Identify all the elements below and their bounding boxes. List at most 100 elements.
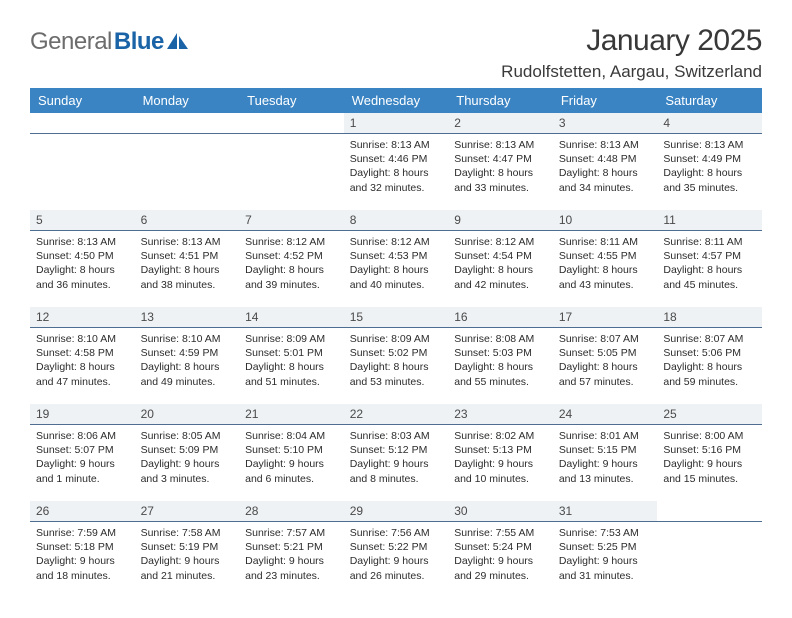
day-info-cell: Sunrise: 8:09 AMSunset: 5:02 PMDaylight:… <box>344 328 449 405</box>
sunrise-line: Sunrise: 8:07 AM <box>559 332 652 346</box>
daylight-line-1: Daylight: 8 hours <box>454 360 547 374</box>
day-info-cell: Sunrise: 8:13 AMSunset: 4:51 PMDaylight:… <box>135 231 240 308</box>
daylight-line-1: Daylight: 9 hours <box>663 457 756 471</box>
day-number-cell: 12 <box>30 307 135 328</box>
sunset-line: Sunset: 5:12 PM <box>350 443 443 457</box>
sunset-line: Sunset: 4:59 PM <box>141 346 234 360</box>
brand-part2: Blue <box>114 28 164 56</box>
daylight-line-2: and 1 minute. <box>36 472 129 486</box>
day-number-cell: 6 <box>135 210 240 231</box>
daylight-line-2: and 43 minutes. <box>559 278 652 292</box>
sunrise-line: Sunrise: 7:58 AM <box>141 526 234 540</box>
day-number-cell: 4 <box>657 113 762 134</box>
day-info-cell: Sunrise: 8:13 AMSunset: 4:46 PMDaylight:… <box>344 134 449 211</box>
daylight-line-2: and 23 minutes. <box>245 569 338 583</box>
sunrise-line: Sunrise: 8:10 AM <box>141 332 234 346</box>
day-info-cell: Sunrise: 8:12 AMSunset: 4:54 PMDaylight:… <box>448 231 553 308</box>
title-block: January 2025 Rudolfstetten, Aargau, Swit… <box>501 24 762 82</box>
day-info-cell: Sunrise: 8:00 AMSunset: 5:16 PMDaylight:… <box>657 425 762 502</box>
daylight-line-2: and 33 minutes. <box>454 181 547 195</box>
daylight-line-2: and 26 minutes. <box>350 569 443 583</box>
day-number-row: 1234 <box>30 113 762 134</box>
daylight-line-1: Daylight: 8 hours <box>141 263 234 277</box>
day-number-cell: 1 <box>344 113 449 134</box>
day-number-cell: 5 <box>30 210 135 231</box>
calendar-table: Sunday Monday Tuesday Wednesday Thursday… <box>30 88 762 598</box>
daylight-line-1: Daylight: 9 hours <box>36 554 129 568</box>
daylight-line-1: Daylight: 9 hours <box>559 554 652 568</box>
sunset-line: Sunset: 5:22 PM <box>350 540 443 554</box>
sunrise-line: Sunrise: 8:12 AM <box>245 235 338 249</box>
daylight-line-2: and 15 minutes. <box>663 472 756 486</box>
daylight-line-2: and 18 minutes. <box>36 569 129 583</box>
sunrise-line: Sunrise: 8:11 AM <box>559 235 652 249</box>
day-info-cell: Sunrise: 8:13 AMSunset: 4:48 PMDaylight:… <box>553 134 658 211</box>
day-info-row: Sunrise: 8:06 AMSunset: 5:07 PMDaylight:… <box>30 425 762 502</box>
sunrise-line: Sunrise: 7:59 AM <box>36 526 129 540</box>
day-number-cell <box>30 113 135 134</box>
title-month: January 2025 <box>501 24 762 58</box>
daylight-line-1: Daylight: 8 hours <box>245 263 338 277</box>
day-info-cell: Sunrise: 8:01 AMSunset: 5:15 PMDaylight:… <box>553 425 658 502</box>
sunset-line: Sunset: 5:15 PM <box>559 443 652 457</box>
sunrise-line: Sunrise: 8:13 AM <box>559 138 652 152</box>
day-number-cell: 13 <box>135 307 240 328</box>
day-number-cell: 11 <box>657 210 762 231</box>
daylight-line-1: Daylight: 9 hours <box>245 554 338 568</box>
sunset-line: Sunset: 5:05 PM <box>559 346 652 360</box>
daylight-line-2: and 3 minutes. <box>141 472 234 486</box>
daylight-line-1: Daylight: 8 hours <box>559 263 652 277</box>
day-number-row: 262728293031 <box>30 501 762 522</box>
sunrise-line: Sunrise: 8:04 AM <box>245 429 338 443</box>
sunrise-line: Sunrise: 7:55 AM <box>454 526 547 540</box>
day-number-cell: 27 <box>135 501 240 522</box>
day-info-cell: Sunrise: 8:03 AMSunset: 5:12 PMDaylight:… <box>344 425 449 502</box>
day-info-cell: Sunrise: 8:10 AMSunset: 4:58 PMDaylight:… <box>30 328 135 405</box>
day-info-cell: Sunrise: 8:08 AMSunset: 5:03 PMDaylight:… <box>448 328 553 405</box>
daylight-line-1: Daylight: 9 hours <box>559 457 652 471</box>
daylight-line-2: and 31 minutes. <box>559 569 652 583</box>
day-info-cell <box>30 134 135 211</box>
weekday-header: Monday <box>135 88 240 113</box>
daylight-line-1: Daylight: 8 hours <box>245 360 338 374</box>
sunset-line: Sunset: 5:09 PM <box>141 443 234 457</box>
day-info-cell: Sunrise: 8:13 AMSunset: 4:49 PMDaylight:… <box>657 134 762 211</box>
daylight-line-1: Daylight: 8 hours <box>559 360 652 374</box>
sunset-line: Sunset: 4:58 PM <box>36 346 129 360</box>
day-number-cell: 8 <box>344 210 449 231</box>
day-info-cell: Sunrise: 8:10 AMSunset: 4:59 PMDaylight:… <box>135 328 240 405</box>
sunset-line: Sunset: 4:51 PM <box>141 249 234 263</box>
sunrise-line: Sunrise: 8:06 AM <box>36 429 129 443</box>
daylight-line-1: Daylight: 8 hours <box>141 360 234 374</box>
sunrise-line: Sunrise: 8:03 AM <box>350 429 443 443</box>
daylight-line-2: and 36 minutes. <box>36 278 129 292</box>
weekday-header: Thursday <box>448 88 553 113</box>
daylight-line-2: and 10 minutes. <box>454 472 547 486</box>
sunset-line: Sunset: 5:13 PM <box>454 443 547 457</box>
day-info-cell: Sunrise: 8:07 AMSunset: 5:06 PMDaylight:… <box>657 328 762 405</box>
daylight-line-2: and 55 minutes. <box>454 375 547 389</box>
day-info-cell: Sunrise: 7:53 AMSunset: 5:25 PMDaylight:… <box>553 522 658 599</box>
sunrise-line: Sunrise: 8:08 AM <box>454 332 547 346</box>
day-info-row: Sunrise: 7:59 AMSunset: 5:18 PMDaylight:… <box>30 522 762 599</box>
daylight-line-2: and 51 minutes. <box>245 375 338 389</box>
daylight-line-2: and 8 minutes. <box>350 472 443 486</box>
sunrise-line: Sunrise: 7:53 AM <box>559 526 652 540</box>
day-info-cell <box>135 134 240 211</box>
daylight-line-1: Daylight: 8 hours <box>350 166 443 180</box>
sunrise-line: Sunrise: 8:13 AM <box>141 235 234 249</box>
sunrise-line: Sunrise: 8:13 AM <box>663 138 756 152</box>
day-info-cell: Sunrise: 8:02 AMSunset: 5:13 PMDaylight:… <box>448 425 553 502</box>
sunset-line: Sunset: 4:52 PM <box>245 249 338 263</box>
daylight-line-2: and 39 minutes. <box>245 278 338 292</box>
daylight-line-2: and 29 minutes. <box>454 569 547 583</box>
sunrise-line: Sunrise: 8:01 AM <box>559 429 652 443</box>
sunset-line: Sunset: 4:55 PM <box>559 249 652 263</box>
daylight-line-2: and 57 minutes. <box>559 375 652 389</box>
sunrise-line: Sunrise: 8:00 AM <box>663 429 756 443</box>
weekday-header-row: Sunday Monday Tuesday Wednesday Thursday… <box>30 88 762 113</box>
sunset-line: Sunset: 4:48 PM <box>559 152 652 166</box>
sunset-line: Sunset: 5:25 PM <box>559 540 652 554</box>
sunset-line: Sunset: 5:18 PM <box>36 540 129 554</box>
daylight-line-2: and 40 minutes. <box>350 278 443 292</box>
